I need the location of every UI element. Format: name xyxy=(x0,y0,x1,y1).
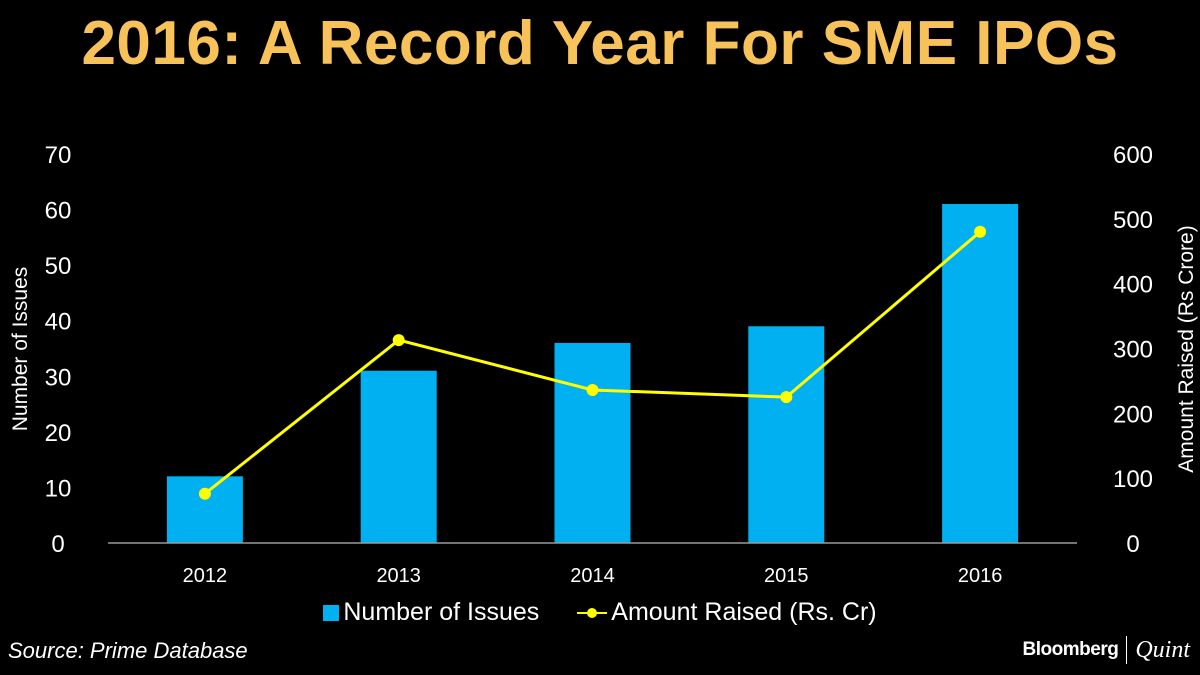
line-point-2015 xyxy=(780,391,793,404)
y-tick-label: 60 xyxy=(45,198,72,225)
x-tick-label: 2013 xyxy=(376,565,421,587)
source-note: Source: Prime Database xyxy=(8,638,248,663)
x-tick-label: 2014 xyxy=(570,565,615,587)
bar-swatch-icon xyxy=(323,604,340,621)
legend-item-issues: Number of Issues xyxy=(323,598,539,627)
bar-2015 xyxy=(748,326,825,543)
legend: Number of Issues Amount Raised (Rs. Cr) xyxy=(0,598,1200,627)
line-point-2014 xyxy=(586,383,599,396)
bar-2012 xyxy=(166,476,243,543)
x-tick-label: 2016 xyxy=(958,565,1003,587)
bar-2013 xyxy=(360,370,437,543)
y2-tick-label: 500 xyxy=(1113,207,1153,234)
brand-bloomberg: Bloomberg xyxy=(1022,639,1119,660)
line-point-2013 xyxy=(392,334,405,347)
y-axis-label: Number of Issues xyxy=(9,267,32,432)
y-tick-label: 30 xyxy=(45,364,72,391)
brand-divider xyxy=(1126,636,1128,664)
y-tick-label: 20 xyxy=(45,420,72,447)
y-tick-label: 10 xyxy=(45,475,72,502)
brand-quint: Quint xyxy=(1135,636,1190,663)
brand-logo: Bloomberg Quint xyxy=(1023,636,1190,664)
chart-title: 2016: A Record Year For SME IPOs xyxy=(81,9,1119,78)
x-tick-label: 2012 xyxy=(183,565,228,587)
y-tick-label: 70 xyxy=(45,142,72,169)
legend-label: Number of Issues xyxy=(343,598,540,626)
y-tick-label: 40 xyxy=(45,309,72,336)
bar-2016 xyxy=(942,204,1019,543)
y-tick-label: 50 xyxy=(45,253,72,280)
line-marker-swatch-icon xyxy=(577,606,608,620)
legend-item-amount: Amount Raised (Rs. Cr) xyxy=(577,598,877,627)
y2-tick-label: 400 xyxy=(1113,272,1153,299)
y2-tick-label: 100 xyxy=(1113,466,1153,493)
y2-axis-label: Amount Raised (Rs Crore) xyxy=(1175,225,1198,472)
y-tick-label: 0 xyxy=(51,531,64,558)
y2-tick-label: 300 xyxy=(1113,337,1153,364)
legend-label: Amount Raised (Rs. Cr) xyxy=(611,598,877,626)
y2-tick-label: 0 xyxy=(1126,531,1139,558)
line-point-2016 xyxy=(974,225,987,238)
x-tick-label: 2015 xyxy=(764,565,809,587)
y2-tick-label: 600 xyxy=(1113,142,1153,169)
y2-tick-label: 200 xyxy=(1113,401,1153,428)
line-point-2012 xyxy=(198,487,211,500)
bar-2014 xyxy=(554,342,631,543)
